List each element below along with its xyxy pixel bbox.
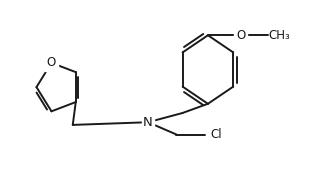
Text: O: O <box>236 29 246 42</box>
Text: Cl: Cl <box>210 128 222 141</box>
Text: CH₃: CH₃ <box>269 29 290 42</box>
Text: O: O <box>47 56 56 69</box>
Text: N: N <box>143 116 153 129</box>
